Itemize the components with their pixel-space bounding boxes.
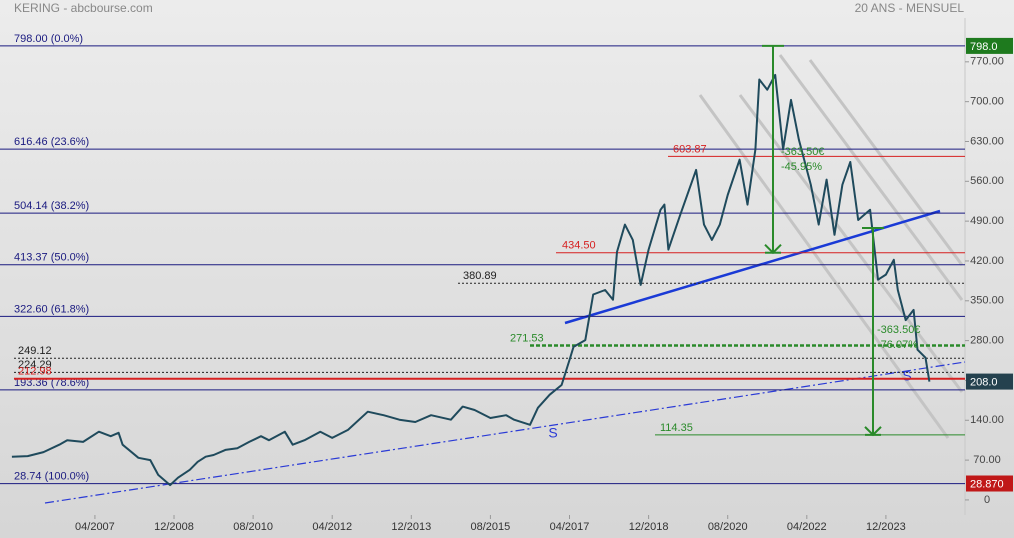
y-tick-label: 420.00 [970,255,1004,267]
channel-line [808,59,964,266]
y-tick-label: 280.00 [970,335,1004,347]
x-tick-label: 12/2023 [866,521,906,533]
x-tick-label: 12/2013 [391,521,431,533]
level-label: 224.29 [18,359,52,371]
x-tick-label: 08/2015 [471,521,511,533]
y-tick-label: 350.00 [970,295,1004,307]
support-label: S [548,425,557,441]
price-tag-label: 798.0 [970,41,998,53]
arrow-label: -363.50€ [781,146,824,158]
level-label: 193.36 (78.6%) [14,377,89,389]
price-tag [966,37,1013,54]
x-tick-label: 04/2007 [75,521,115,533]
y-tick-label: 700.00 [970,96,1004,108]
y-tick-label: 140.00 [970,414,1004,426]
x-tick-label: 04/2022 [787,521,827,533]
channel-line [698,94,950,439]
support-line [44,361,966,504]
arrow-label: -76.07% [877,339,918,351]
arrow-label: -45.95% [781,161,822,173]
level-label: 28.74 (100.0%) [14,470,89,482]
level-label: 271.53 [510,332,544,344]
support-label: S [902,368,911,384]
level-label: 504.14 (38.2%) [14,200,89,212]
x-tick-label: 12/2008 [154,521,194,533]
x-tick-label: 08/2020 [708,521,748,533]
y-tick-label: 70.00 [973,454,1001,466]
x-tick-label: 04/2012 [312,521,352,533]
y-tick-label: 490.00 [970,215,1004,227]
level-label: 212.98 [18,366,52,378]
x-tick-label: 12/2018 [629,521,669,533]
level-label: 798.00 (0.0%) [14,33,83,45]
level-label: 603.87 [673,143,707,155]
level-label: 322.60 (61.8%) [14,303,89,315]
channel-lines [698,54,964,439]
chart-subtitle: 20 ANS - MENSUEL [855,1,965,15]
level-label: 380.89 [463,270,497,282]
y-tick-label: 560.00 [970,175,1004,187]
channel-line [738,94,964,393]
chart-title: KERING - abcbourse.com [14,1,153,15]
level-label: 413.37 (50.0%) [14,252,89,264]
price-tag-label: 208.0 [970,376,998,388]
level-label: 114.35 [660,422,693,434]
level-label: 434.50 [562,240,596,252]
y-tick-label: 770.00 [970,56,1004,68]
level-label: 616.46 (23.6%) [14,136,89,148]
arrow-label: -363.50€ [877,324,920,336]
price-tag [966,475,1013,492]
y-tick-label: 630.00 [970,135,1004,147]
price-line [11,73,931,487]
price-tag [966,373,1013,390]
trend-line [564,209,941,325]
price-tag-label: 28.870 [970,478,1004,490]
level-label: 249.12 [18,345,52,357]
channel-line [778,54,964,301]
x-tick-label: 04/2017 [550,521,590,533]
y-tick-label: 0 [984,494,990,506]
x-tick-label: 08/2010 [233,521,273,533]
